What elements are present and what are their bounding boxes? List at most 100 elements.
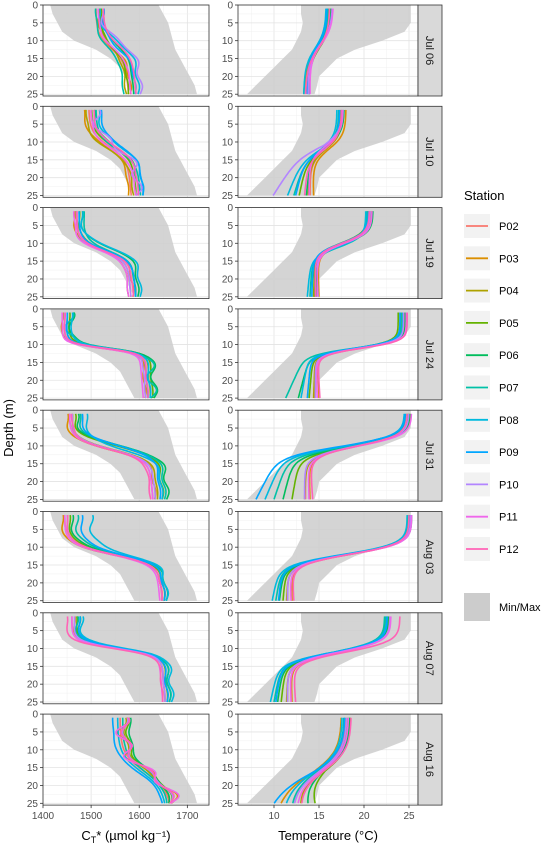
y-tick-label: 25 (27, 191, 39, 202)
y-tick-label: 25 (27, 292, 39, 303)
facet-strip (417, 4, 443, 97)
profile-line-p09 (255, 413, 406, 500)
y-tick-label: 25 (222, 394, 234, 405)
profile-line-p06 (128, 717, 171, 804)
profile-line-p12 (304, 8, 331, 95)
panel-ct-6 (42, 612, 210, 705)
station-lines (303, 8, 334, 95)
x-tick-label: 1400 (32, 811, 55, 822)
y-tick-label: 25 (222, 191, 234, 202)
profile-line-p11 (61, 312, 145, 399)
profile-line-p08 (85, 413, 164, 500)
station-lines (269, 616, 401, 703)
station-lines (284, 312, 408, 399)
profile-line-p08 (80, 211, 143, 297)
profile-line-p12 (76, 211, 134, 297)
profile-line-p12 (310, 413, 408, 500)
legend-label-p08: P08 (499, 415, 519, 427)
y-tick-label: 10 (222, 36, 234, 47)
panel-border (42, 308, 210, 401)
legend: Station P02 P03 P04 P05 P06 P07 P08 P09 P10 P11 P12… (464, 188, 541, 621)
facet-strip (417, 409, 443, 502)
legend-swatch-minmax (464, 593, 490, 621)
station-lines (273, 717, 352, 804)
profile-line-p05 (291, 413, 412, 500)
profile-line-p08 (89, 514, 170, 602)
facet-strip-label: Aug 07 (423, 641, 435, 676)
profile-line-p10 (100, 8, 144, 95)
panel-temp-2 (237, 207, 419, 300)
profile-line-p09 (78, 211, 137, 297)
legend-label-minmax: Min/Max (499, 602, 541, 614)
y-tick-label: 5 (227, 18, 233, 29)
y-tick-label: 10 (222, 239, 234, 250)
facet-strip-label: Jul 31 (423, 441, 435, 470)
y-tick-label: 0 (227, 102, 233, 113)
profile-line-p06 (68, 312, 159, 399)
station-lines (83, 109, 145, 197)
profile-line-p12 (314, 211, 371, 297)
profile-line-p04 (85, 109, 135, 196)
profile-line-p09 (77, 616, 169, 703)
y-tick-label: 25 (27, 596, 39, 607)
x-tick-label: 1600 (128, 811, 151, 822)
y-tick-label: 15 (27, 561, 39, 572)
station-lines (73, 211, 143, 297)
facet-strip (417, 308, 443, 401)
y-tick-label: 20 (27, 376, 39, 387)
y-tick-label: 25 (27, 90, 39, 101)
profile-line-p11 (115, 717, 180, 804)
x-axis-title-ct: CT* (µmol kg⁻¹) (81, 828, 170, 845)
station-lines (61, 514, 170, 602)
y-tick-label: 0 (32, 507, 38, 518)
minmax-envelope (50, 308, 198, 399)
y-tick-label: 20 (222, 376, 234, 387)
profile-line-p07 (273, 413, 407, 500)
x-tick-label: 20 (358, 811, 370, 822)
x-tick-label: 25 (403, 811, 415, 822)
panel-border (42, 612, 210, 705)
station-lines (271, 515, 413, 601)
y-tick-label: 15 (222, 155, 234, 166)
profile-line-p07 (74, 616, 172, 703)
y-tick-label: 0 (32, 608, 38, 619)
y-tick-label: 0 (227, 406, 233, 417)
legend-label-p04: P04 (499, 286, 519, 298)
profile-line-p09 (275, 616, 389, 703)
y-tick-label: 10 (222, 745, 234, 756)
legend-label-p03: P03 (499, 253, 519, 265)
y-tick-label: 10 (222, 441, 234, 452)
y-tick-label: 15 (27, 54, 39, 65)
y-tick-label: 5 (32, 120, 38, 131)
y-tick-label: 5 (227, 424, 233, 435)
profile-line-p12 (63, 312, 149, 399)
panel-ct-2 (42, 207, 210, 300)
panel-border (42, 511, 210, 603)
facet-strip-label: Jul 10 (423, 137, 435, 166)
panel-ct-4 (42, 409, 210, 502)
y-tick-label: 25 (222, 799, 234, 810)
panel-temp-6 (237, 612, 419, 705)
y-tick-label: 5 (32, 18, 38, 29)
profile-line-p07 (94, 8, 125, 95)
facet-strip-label: Jul 24 (423, 340, 435, 369)
y-tick-label: 15 (27, 459, 39, 470)
y-tick-label: 15 (27, 257, 39, 268)
y-tick-label: 25 (222, 596, 234, 607)
panel-border (42, 713, 210, 806)
profile-line-p12 (120, 717, 175, 804)
y-tick-label: 10 (27, 137, 39, 148)
x-tick-label: 1500 (80, 811, 103, 822)
profile-line-p08 (70, 312, 152, 399)
y-tick-label: 10 (27, 745, 39, 756)
panel-temp-7 (237, 713, 419, 806)
y-tick-label: 15 (222, 763, 234, 774)
profile-line-p12 (292, 515, 410, 601)
legend-title: Station (464, 188, 504, 203)
profile-line-p08 (303, 8, 327, 95)
station-lines (66, 616, 175, 703)
y-tick-label: 0 (32, 304, 38, 315)
y-tick-label: 0 (227, 507, 233, 518)
profile-line-p09 (306, 312, 401, 399)
profile-line-p12 (66, 515, 163, 601)
